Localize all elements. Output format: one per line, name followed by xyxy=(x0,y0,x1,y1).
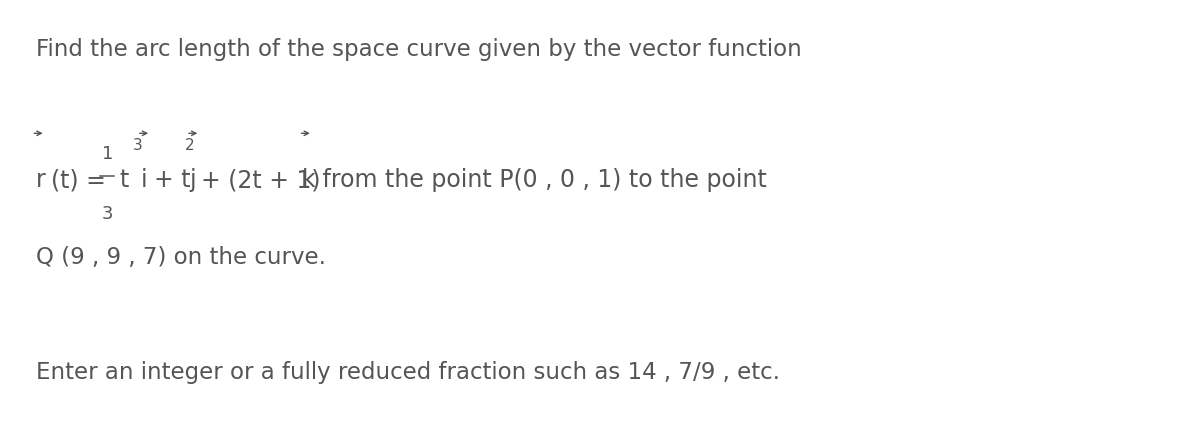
Text: (t) =: (t) = xyxy=(51,168,114,192)
Text: r: r xyxy=(36,168,45,192)
Text: 1: 1 xyxy=(102,145,113,163)
Text: + t: + t xyxy=(154,168,191,192)
Text: + (2t + 1): + (2t + 1) xyxy=(201,168,328,192)
Text: 3: 3 xyxy=(133,138,143,154)
Text: 3: 3 xyxy=(102,205,113,223)
Text: i: i xyxy=(140,168,147,192)
Text: 2: 2 xyxy=(185,138,194,154)
Text: from the point P(0 , 0 , 1) to the point: from the point P(0 , 0 , 1) to the point xyxy=(315,168,767,192)
Text: Enter an integer or a fully reduced fraction such as 14 , 7/9 , etc.: Enter an integer or a fully reduced frac… xyxy=(36,361,780,384)
Text: Q (9 , 9 , 7) on the curve.: Q (9 , 9 , 7) on the curve. xyxy=(36,246,326,270)
Text: t: t xyxy=(120,168,129,192)
Text: k: k xyxy=(302,168,315,192)
Text: Find the arc length of the space curve given by the vector function: Find the arc length of the space curve g… xyxy=(36,38,801,61)
Text: j: j xyxy=(190,168,197,192)
